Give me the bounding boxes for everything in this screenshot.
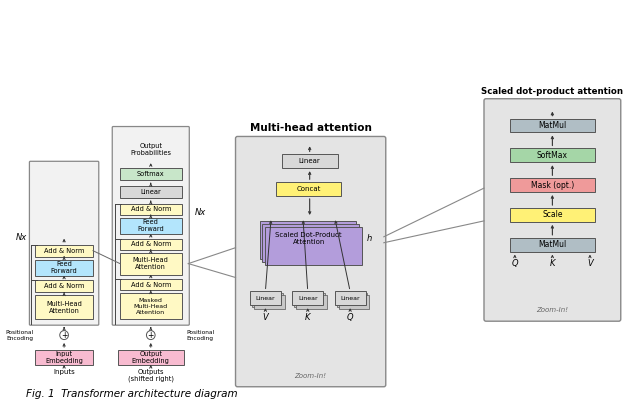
Text: Input
Embedding: Input Embedding: [45, 351, 83, 364]
Text: Positional
Encoding: Positional Encoding: [5, 330, 33, 341]
Bar: [510, 119, 595, 133]
Text: Feed
Forward: Feed Forward: [138, 220, 164, 232]
Text: Fig. 1  Transformer architecture diagram: Fig. 1 Transformer architecture diagram: [26, 389, 237, 399]
Bar: [35, 295, 93, 319]
Text: V: V: [262, 313, 268, 322]
Text: Scaled Dot-Product
Attention: Scaled Dot-Product Attention: [275, 232, 342, 245]
Text: Add & Norm: Add & Norm: [44, 248, 84, 254]
Bar: [35, 245, 93, 257]
Bar: [120, 218, 182, 234]
Text: Q: Q: [347, 313, 353, 322]
Bar: [120, 204, 182, 215]
Bar: [510, 238, 595, 252]
Bar: [120, 279, 182, 290]
Bar: [510, 149, 595, 162]
Text: Zoom-In!: Zoom-In!: [294, 373, 326, 379]
Text: Output
Embedding: Output Embedding: [132, 351, 170, 364]
FancyBboxPatch shape: [236, 136, 386, 387]
Text: Softmax: Softmax: [137, 171, 164, 177]
Text: Nx: Nx: [16, 233, 28, 242]
Text: Feed
Forward: Feed Forward: [51, 261, 77, 274]
Text: K: K: [550, 259, 555, 268]
Bar: [250, 291, 281, 305]
Text: Scaled dot-product attention: Scaled dot-product attention: [481, 87, 623, 96]
Text: Add & Norm: Add & Norm: [131, 282, 171, 288]
Text: Add & Norm: Add & Norm: [131, 241, 171, 247]
Bar: [35, 259, 93, 275]
Circle shape: [147, 330, 155, 339]
Bar: [120, 168, 182, 180]
Bar: [252, 293, 283, 307]
FancyBboxPatch shape: [112, 126, 189, 325]
Text: Linear: Linear: [140, 189, 161, 195]
Bar: [294, 293, 325, 307]
Text: Add & Norm: Add & Norm: [44, 284, 84, 289]
Bar: [335, 291, 365, 305]
Text: SoftMax: SoftMax: [537, 151, 568, 160]
Text: +: +: [61, 330, 67, 339]
Text: MatMul: MatMul: [538, 240, 566, 249]
FancyBboxPatch shape: [29, 161, 99, 325]
Bar: [296, 295, 327, 309]
Bar: [35, 350, 93, 365]
Bar: [120, 293, 182, 319]
Bar: [292, 291, 323, 305]
Bar: [262, 224, 359, 262]
Circle shape: [60, 330, 68, 339]
Text: Zoom-In!: Zoom-In!: [536, 307, 568, 313]
Bar: [254, 295, 285, 309]
Bar: [282, 154, 338, 168]
Text: +: +: [148, 330, 154, 339]
Bar: [510, 178, 595, 192]
Text: K: K: [305, 313, 310, 322]
Text: Linear: Linear: [298, 296, 317, 301]
Bar: [120, 253, 182, 275]
Bar: [120, 186, 182, 198]
Text: Positional
Encoding: Positional Encoding: [186, 330, 214, 341]
Text: Scale: Scale: [542, 211, 563, 220]
Bar: [337, 293, 367, 307]
Text: Q: Q: [511, 259, 518, 268]
Text: Multi-Head
Attention: Multi-Head Attention: [46, 301, 82, 314]
Text: Outputs
(shifted right): Outputs (shifted right): [128, 369, 174, 382]
Text: Inputs: Inputs: [53, 369, 75, 375]
Bar: [510, 208, 595, 222]
Text: Linear: Linear: [340, 296, 360, 301]
Text: h: h: [367, 234, 372, 243]
Text: Nx: Nx: [195, 208, 206, 217]
Bar: [339, 295, 369, 309]
Text: Masked
Multi-Head
Attention: Masked Multi-Head Attention: [134, 298, 168, 315]
Text: Multi-Head
Attention: Multi-Head Attention: [133, 257, 169, 270]
Text: Linear: Linear: [299, 158, 321, 164]
Text: Mask (opt.): Mask (opt.): [531, 181, 574, 190]
Bar: [276, 182, 342, 196]
Text: MatMul: MatMul: [538, 121, 566, 130]
Bar: [118, 350, 184, 365]
Text: Linear: Linear: [255, 296, 275, 301]
Text: Multi-head attention: Multi-head attention: [250, 124, 372, 133]
Text: Output
Probabilities: Output Probabilities: [131, 144, 172, 156]
Bar: [120, 239, 182, 250]
Text: Concat: Concat: [296, 186, 321, 192]
FancyBboxPatch shape: [484, 99, 621, 321]
Bar: [260, 221, 356, 259]
Bar: [35, 280, 93, 293]
Text: Add & Norm: Add & Norm: [131, 206, 171, 213]
Bar: [266, 227, 362, 264]
Text: V: V: [587, 259, 593, 268]
